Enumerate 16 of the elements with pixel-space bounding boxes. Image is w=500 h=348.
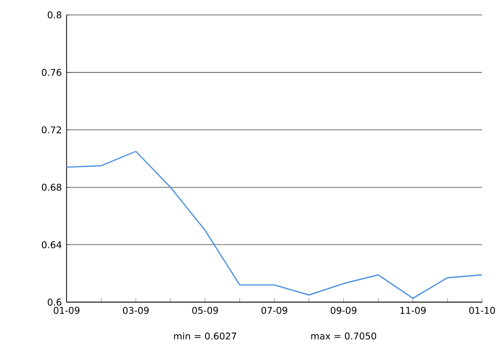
y-tick-label: 0.76 [42,68,62,76]
text: max = 0.7050 [311,332,376,340]
line-series [66,150,483,299]
text: min = 0.6027 [174,332,236,340]
x-tick-label: 01-10 [469,306,495,314]
x-tick-label: 09-09 [330,306,356,314]
x-tick-label: 01-09 [54,306,80,314]
y-tick-label: 0.68 [42,184,62,191]
y-tick-label: 0.64 [42,241,62,248]
y-tick-label: 0.8 [48,11,62,18]
y-tick-label: 0.72 [42,126,61,134]
x-tick-label: 07-09 [261,306,288,314]
x-tick-label: 05-09 [192,306,218,314]
y-tick-label: 0.6 [48,298,62,306]
x-tick-label: 03-09 [122,306,149,314]
x-tick-label: 11-09 [400,306,426,314]
